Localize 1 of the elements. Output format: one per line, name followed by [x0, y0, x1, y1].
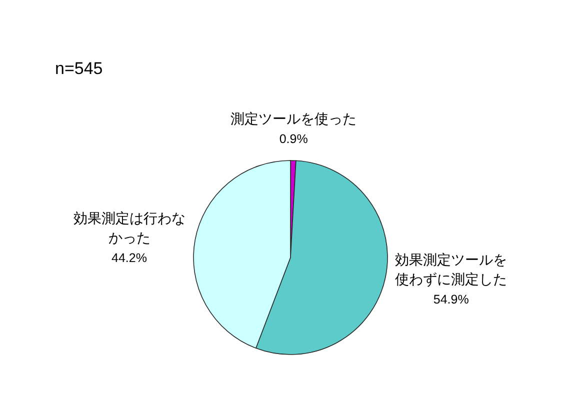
title: n=545 [55, 59, 103, 78]
